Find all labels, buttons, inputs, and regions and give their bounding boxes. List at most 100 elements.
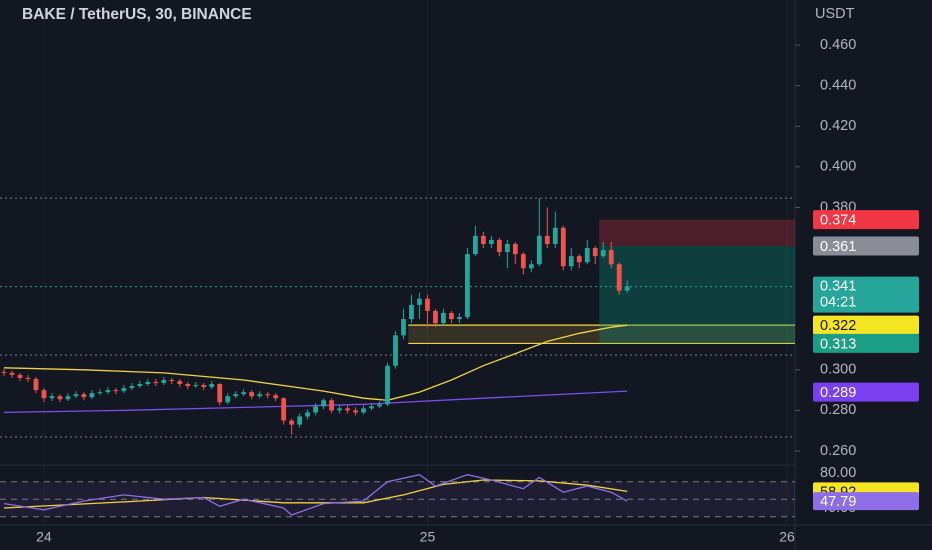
candle-body: [441, 312, 446, 324]
chart-title: BAKE / TetherUS, 30, BINANCE: [22, 6, 252, 23]
y-tick-label: 0.280: [820, 402, 856, 418]
price-label-box: [813, 276, 919, 313]
candle-body: [361, 408, 366, 413]
y-tick-label: 0.260: [820, 443, 856, 459]
candle-body: [616, 264, 622, 291]
candle-body: [201, 385, 207, 388]
candle-body: [544, 235, 550, 244]
candle-body: [137, 384, 143, 387]
target-zone: [599, 245, 795, 344]
x-tick-label: 25: [420, 529, 436, 545]
price-label: 0.361: [820, 239, 856, 255]
zone-fill: [408, 325, 795, 344]
candle-body: [49, 396, 55, 399]
candle-body: [433, 310, 438, 324]
candle-body: [9, 372, 15, 375]
price-label-box: [813, 236, 919, 256]
candle-body: [465, 254, 470, 318]
candle-body: [305, 412, 311, 417]
rsi-tick-label: 80.00: [820, 465, 856, 481]
candle-body: [289, 420, 295, 425]
candle-body: [233, 394, 239, 397]
y-tick-label: 0.420: [820, 118, 856, 134]
candle-body: [560, 227, 566, 267]
rsi-line: [3, 474, 628, 516]
candle-body: [57, 396, 63, 400]
candle-body: [73, 394, 79, 397]
candle-body: [265, 394, 271, 396]
candle-body: [81, 394, 87, 398]
candle-body: [41, 390, 47, 399]
candle-body: [385, 365, 390, 405]
candle-body: [584, 248, 590, 263]
candle-body: [425, 298, 430, 311]
candle-body: [608, 250, 614, 265]
price-label: 0.374: [820, 212, 856, 228]
y-tick-label: 0.300: [820, 362, 856, 378]
candle-body: [273, 395, 279, 399]
candle-body: [113, 390, 119, 392]
candle-body: [480, 235, 486, 244]
candle-body: [329, 400, 334, 411]
rsi-value-label: 47.79: [820, 494, 856, 510]
candle-body: [496, 239, 502, 253]
price-label-box: [813, 492, 919, 511]
candle-body: [369, 406, 374, 409]
candle-body: [209, 384, 215, 388]
candle-body: [377, 404, 382, 407]
candle-body: [33, 378, 39, 391]
candle-body: [217, 384, 223, 403]
candle-body: [353, 410, 358, 413]
candle-body: [473, 235, 478, 255]
candle-body: [393, 335, 398, 366]
candle-body: [512, 243, 518, 255]
candle-body: [528, 264, 534, 269]
candle-body: [249, 392, 255, 397]
y-tick-label: 0.440: [820, 77, 856, 93]
candle-body: [1, 371, 7, 373]
x-tick-label: 24: [36, 529, 52, 545]
candle-body: [225, 396, 231, 403]
candle-body: [177, 380, 183, 385]
candle-body: [345, 408, 350, 411]
candle-body: [552, 227, 558, 244]
candle-body: [185, 384, 191, 387]
price-label-box: [813, 382, 919, 402]
candle-body: [121, 388, 127, 392]
x-tick-label: 26: [779, 529, 795, 545]
price-label-box: [813, 210, 919, 230]
candle-body: [488, 239, 494, 244]
candle-body: [536, 235, 542, 265]
candle-body: [520, 254, 526, 269]
candle-body: [504, 243, 510, 253]
candle-body: [321, 400, 326, 407]
price-label-box: [813, 315, 919, 335]
y-tick-label: 0.400: [820, 159, 856, 175]
candle-body: [105, 390, 111, 393]
candle-body: [153, 381, 159, 384]
candle-body: [193, 385, 199, 387]
candle-body: [89, 393, 95, 398]
candle-body: [97, 392, 103, 394]
moving-average: [3, 390, 628, 414]
candle-body: [401, 319, 406, 336]
candle-body: [449, 312, 454, 320]
candle-body: [624, 286, 630, 291]
current-price-label: 0.341: [820, 278, 856, 294]
price-label: 0.289: [820, 385, 856, 401]
price-label: 0.322: [820, 318, 856, 334]
candle-body: [241, 392, 247, 395]
candle-body: [576, 256, 582, 263]
candle-body: [169, 379, 175, 381]
stop-zone: [599, 219, 795, 246]
y-tick-label: 0.460: [820, 37, 856, 53]
candle-body: [417, 298, 422, 305]
candle-body: [25, 377, 31, 379]
candle-body: [457, 317, 462, 320]
moving-average: [3, 324, 628, 401]
candle-body: [409, 304, 414, 320]
candle-body: [65, 396, 71, 400]
candle-body: [337, 408, 342, 411]
